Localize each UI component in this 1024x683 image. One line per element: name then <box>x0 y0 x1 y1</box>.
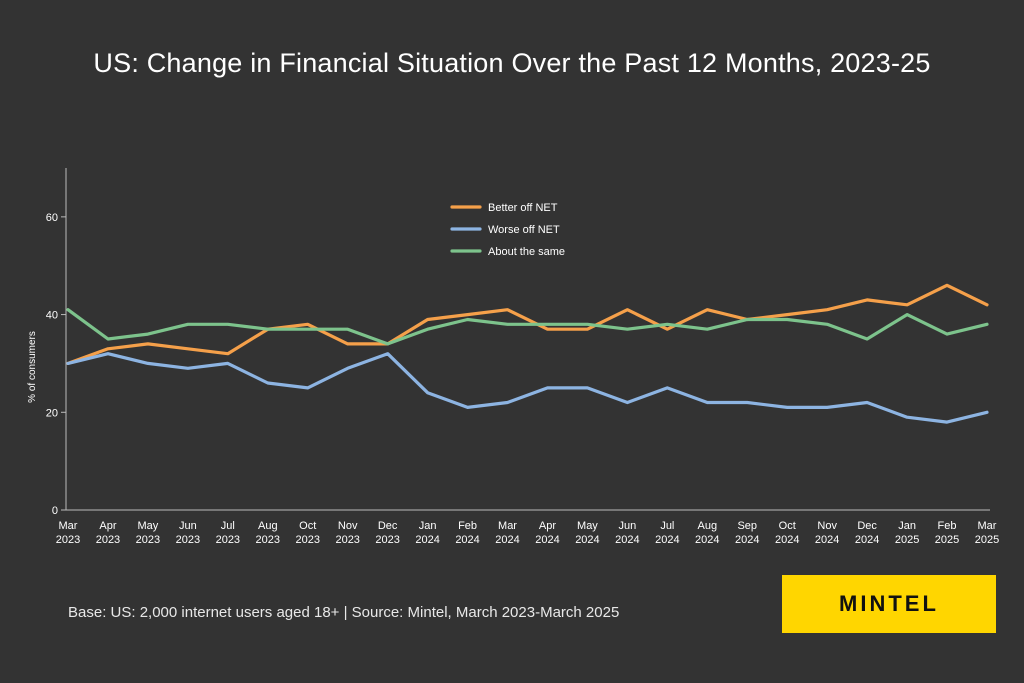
x-tick-label: Jun 2024 <box>615 520 639 546</box>
legend-label: Better off NET <box>488 202 558 214</box>
y-tick-label: 60 <box>46 212 58 224</box>
x-tick-label: Apr 2023 <box>96 520 120 546</box>
y-axis-title: % of consumers <box>27 331 38 403</box>
mintel-logo: MINTEL <box>782 575 996 633</box>
source-note: Base: US: 2,000 internet users aged 18+ … <box>68 604 620 621</box>
x-tick-label: Feb 2024 <box>455 520 479 546</box>
x-tick-label: Jul 2023 <box>216 520 240 546</box>
x-tick-label: Jun 2023 <box>176 520 200 546</box>
chart-legend: Better off NET Worse off NET About the sam… <box>450 202 565 258</box>
series-line-worse-off-net <box>66 352 989 424</box>
x-tick-label: Mar 2023 <box>56 520 80 546</box>
x-tick-label: Oct 2024 <box>775 520 799 546</box>
x-tick-label: Mar 2025 <box>975 520 999 546</box>
x-tick-label: Jan 2025 <box>895 520 919 546</box>
x-tick-label: Apr 2024 <box>535 520 559 546</box>
x-tick-label: Nov 2023 <box>335 520 359 546</box>
y-tick-label: 20 <box>46 407 58 419</box>
chart-axes: 0 20 40 60 % of consumers Mar 2023 Apr 2023 May 20… <box>27 168 999 546</box>
x-tick-label: Jul 2024 <box>655 520 679 546</box>
logo-text: MINTEL <box>839 591 939 616</box>
chart-series <box>66 283 989 424</box>
series-line-about-the-same <box>66 308 989 346</box>
y-tick-label: 0 <box>52 505 58 517</box>
x-tick-label: Nov 2024 <box>815 520 839 546</box>
x-tick-label: Jan 2024 <box>415 520 439 546</box>
y-tick-label: 40 <box>46 310 58 322</box>
x-tick-label: Sep 2024 <box>735 520 759 546</box>
line-chart: 0 20 40 60 % of consumers Mar 2023 Apr 2023 May 20… <box>27 168 999 546</box>
x-tick-label: Dec 2023 <box>375 520 399 546</box>
x-tick-label: Oct 2023 <box>295 520 319 546</box>
legend-label: Worse off NET <box>488 224 560 236</box>
series-line-better-off-net <box>66 283 989 365</box>
x-tick-label: Feb 2025 <box>935 520 959 546</box>
legend-label: About the same <box>488 246 565 258</box>
x-tick-label: May 2023 <box>136 520 160 546</box>
page-title: US: Change in Financial Situation Over t… <box>93 48 931 78</box>
x-tick-label: May 2024 <box>575 520 599 546</box>
x-tick-label: Dec 2024 <box>855 520 879 546</box>
x-tick-label: Aug 2024 <box>695 520 719 546</box>
x-tick-label: Aug 2023 <box>256 520 280 546</box>
x-tick-label: Mar 2024 <box>495 520 519 546</box>
